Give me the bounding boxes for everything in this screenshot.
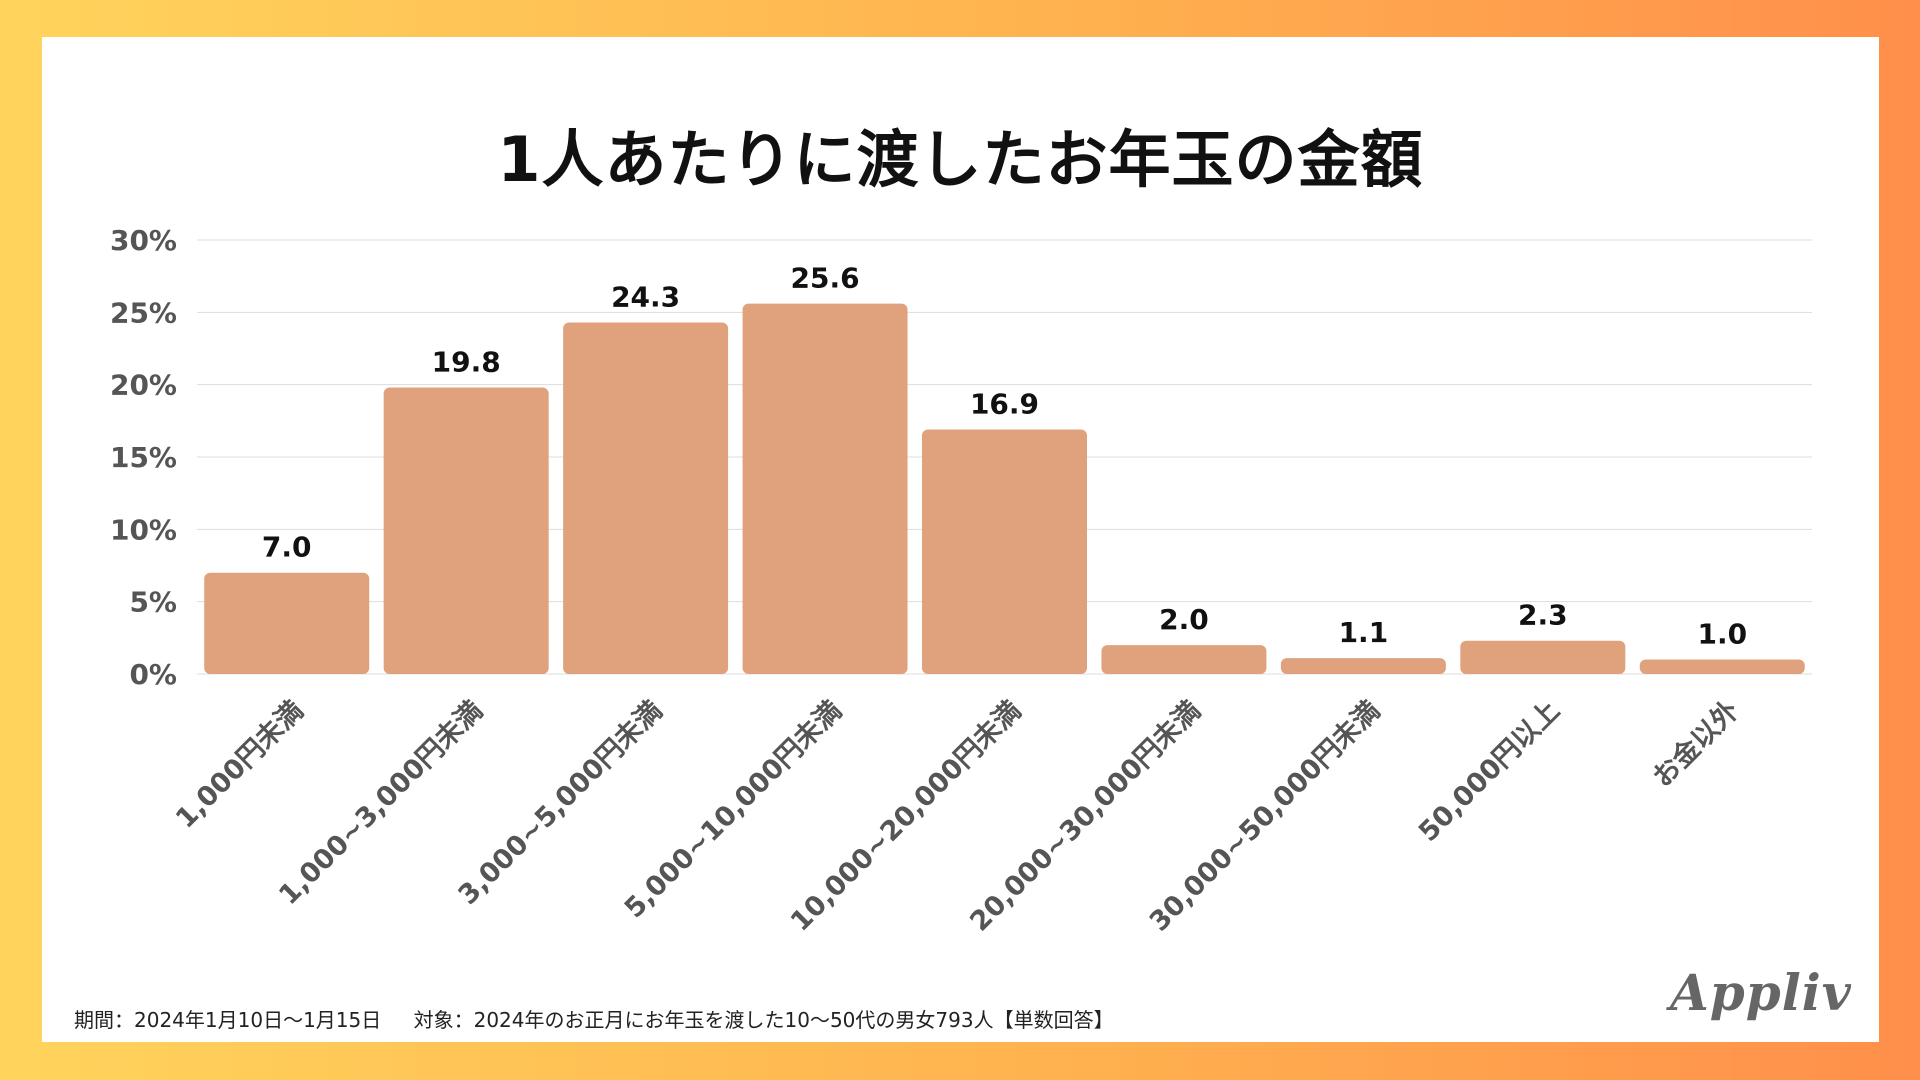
x-tick-label: 1,000~3,000円未満 — [273, 695, 489, 911]
data-label: 24.3 — [611, 280, 680, 313]
x-tick-label: 1,000円未満 — [170, 695, 310, 835]
y-tick-label: 25% — [110, 296, 177, 329]
data-label: 2.3 — [1518, 599, 1568, 632]
y-tick-label: 5% — [129, 586, 177, 619]
footnote-period: 期間：2024年1月10日〜1月15日 — [74, 1008, 382, 1032]
y-tick-label: 30% — [110, 224, 177, 257]
bar — [563, 322, 729, 674]
bar — [1460, 640, 1626, 674]
y-tick-label: 15% — [110, 441, 177, 474]
y-tick-label: 0% — [129, 658, 177, 691]
y-tick-label: 20% — [110, 369, 177, 402]
bar — [922, 429, 1087, 674]
bar — [1101, 645, 1267, 674]
data-label: 1.1 — [1339, 616, 1389, 649]
data-label: 25.6 — [791, 262, 860, 295]
bar-chart: 0% 5% 10% 15% 20% 25% 30% 7.0 1,000円未満 19.8 1,000~… — [110, 224, 1812, 937]
bar — [742, 303, 908, 674]
bar — [1280, 658, 1446, 674]
footnote-target: 対象：2024年のお正月にお年玉を渡した10〜50代の男女793人【単数回答】 — [413, 1008, 1114, 1032]
bar — [1639, 659, 1805, 674]
data-label: 7.0 — [262, 531, 312, 564]
chart-title: 1人あたりに渡したお年玉の金額 — [497, 123, 1424, 196]
x-tick-label: 50,000円以上 — [1413, 695, 1566, 848]
data-label: 19.8 — [432, 346, 501, 379]
applive-logo: Appliv — [1670, 963, 1852, 1022]
y-tick-label: 10% — [110, 513, 177, 546]
x-tick-label: 3,000~5,000円未満 — [453, 695, 669, 911]
data-label: 1.0 — [1697, 618, 1747, 651]
data-label: 2.0 — [1159, 603, 1209, 636]
bar — [204, 572, 370, 674]
chart-card: 1人あたりに渡したお年玉の金額 0% 5% 10% 15% 20% 25% 30% 7.0 1,… — [42, 37, 1879, 1042]
footnote: 期間：2024年1月10日〜1月15日 対象：2024年のお正月にお年玉を渡した… — [74, 1004, 1140, 1033]
bar — [383, 387, 549, 674]
data-label: 16.9 — [970, 388, 1039, 421]
x-tick-label: お金以外 — [1646, 694, 1745, 793]
